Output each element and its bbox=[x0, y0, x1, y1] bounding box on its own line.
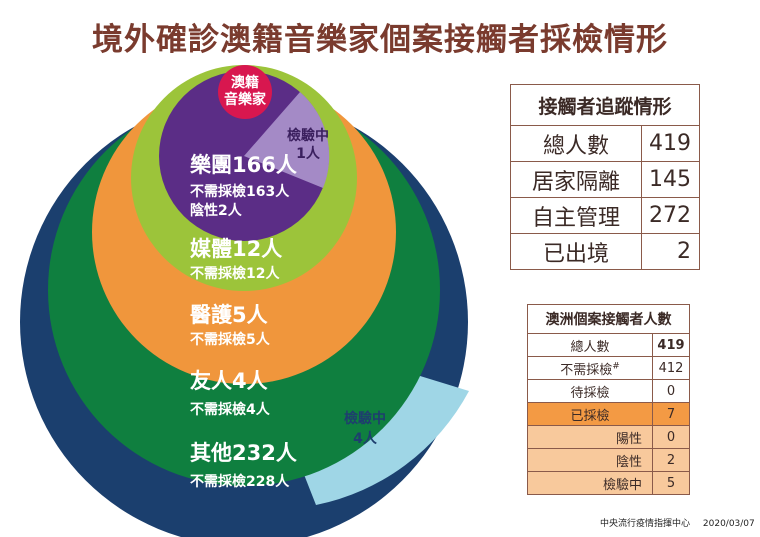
test-table-header: 澳洲個案接觸者人數 bbox=[527, 304, 690, 334]
band-testing-label: 檢驗中 bbox=[287, 127, 329, 144]
source-label: 中央流行疫情指揮中心 bbox=[600, 519, 691, 529]
tracking-label: 總人數 bbox=[510, 125, 642, 162]
date-label: 2020/03/07 bbox=[702, 519, 755, 529]
band-testing-count: 1人 bbox=[296, 145, 321, 162]
media-no-test: 不需採檢12人 bbox=[190, 265, 280, 282]
table-row: 自主管理 272 bbox=[510, 197, 700, 234]
tracking-value: 419 bbox=[641, 125, 700, 162]
medical-no-test: 不需採檢5人 bbox=[190, 331, 271, 348]
media-title: 媒體12人 bbox=[190, 237, 282, 261]
others-no-test: 不需採檢228人 bbox=[190, 473, 290, 490]
case-circle bbox=[218, 65, 272, 119]
case-label-line1: 澳籍 bbox=[231, 74, 259, 91]
test-label: 已採檢 bbox=[527, 402, 653, 426]
table-row: 總人數 419 bbox=[527, 333, 690, 357]
friends-title: 友人4人 bbox=[190, 369, 268, 393]
tracking-value: 145 bbox=[641, 161, 700, 198]
test-label: 陽性 bbox=[527, 425, 653, 449]
page-title: 境外確診澳籍音樂家個案接觸者採檢情形 bbox=[92, 22, 668, 58]
tracking-value: 2 bbox=[641, 233, 700, 270]
test-label: 總人數 bbox=[527, 333, 653, 357]
tracking-label: 自主管理 bbox=[510, 197, 642, 234]
test-label: 待採檢 bbox=[527, 379, 653, 403]
test-label: 檢驗中 bbox=[527, 471, 653, 495]
test-value: 0 bbox=[652, 425, 690, 449]
test-label: 不需採檢 bbox=[560, 362, 613, 378]
test-value: 419 bbox=[652, 333, 690, 357]
footnote-mark: # bbox=[612, 361, 620, 372]
table-row: 已採檢 7 bbox=[527, 402, 690, 426]
others-testing-label: 檢驗中 bbox=[344, 410, 386, 427]
test-value: 2 bbox=[652, 448, 690, 472]
test-label: 陰性 bbox=[527, 448, 653, 472]
table-row: 待採檢 0 bbox=[527, 379, 690, 403]
table-row: 檢驗中 5 bbox=[527, 471, 690, 495]
table-row: 已出境 2 bbox=[510, 233, 700, 270]
medical-title: 醫護5人 bbox=[190, 303, 268, 327]
tracking-table-header: 接觸者追蹤情形 bbox=[510, 84, 700, 126]
tracking-label: 居家隔離 bbox=[510, 161, 642, 198]
case-label-line2: 音樂家 bbox=[224, 91, 267, 108]
band-title: 樂團166人 bbox=[190, 153, 297, 177]
test-value: 0 bbox=[652, 379, 690, 403]
band-testing-wedge bbox=[244, 92, 330, 188]
test-table: 澳洲個案接觸者人數 總人數 419 不需採檢# 412 待採檢 0 已採檢 7 … bbox=[527, 304, 690, 495]
test-value: 7 bbox=[652, 402, 690, 426]
tracking-value: 272 bbox=[641, 197, 700, 234]
table-row: 居家隔離 145 bbox=[510, 161, 700, 198]
footer: 中央流行疫情指揮中心 2020/03/07 bbox=[600, 516, 760, 529]
table-row: 不需採檢# 412 bbox=[527, 356, 690, 380]
tracking-table: 接觸者追蹤情形 總人數 419 居家隔離 145 自主管理 272 已出境 2 bbox=[510, 84, 700, 270]
others-title: 其他232人 bbox=[190, 441, 297, 465]
band-no-test: 不需採檢163人 bbox=[190, 183, 290, 200]
friends-no-test: 不需採檢4人 bbox=[190, 401, 271, 418]
others-testing-count: 4人 bbox=[353, 430, 378, 447]
table-row: 總人數 419 bbox=[510, 125, 700, 162]
test-value: 5 bbox=[652, 471, 690, 495]
table-row: 陽性 0 bbox=[527, 425, 690, 449]
tracking-label: 已出境 bbox=[510, 233, 642, 270]
test-value: 412 bbox=[652, 356, 690, 380]
test-label-cell: 不需採檢# bbox=[527, 356, 653, 380]
table-row: 陰性 2 bbox=[527, 448, 690, 472]
band-negative: 陰性2人 bbox=[190, 202, 243, 219]
